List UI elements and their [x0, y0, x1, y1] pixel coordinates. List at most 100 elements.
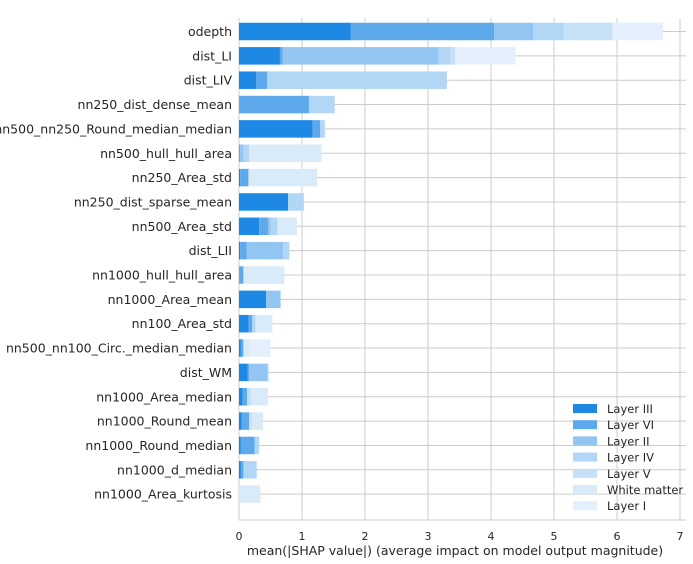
bar-segment — [247, 363, 250, 382]
bar-segment — [239, 144, 241, 162]
bars-layer — [239, 22, 663, 503]
bar-segment — [494, 22, 534, 41]
bar-segment — [259, 217, 268, 236]
y-tick-label: nn1000_d_median — [117, 462, 232, 477]
bar-segment — [249, 339, 271, 357]
y-tick-label: dist_WM — [180, 365, 232, 380]
bar-segment — [240, 436, 255, 455]
bar-segment — [239, 363, 248, 382]
bar-segment — [266, 290, 281, 309]
bar-segment — [308, 95, 335, 114]
bar-segment — [249, 144, 322, 162]
bar-segment — [256, 71, 268, 89]
bar-segment — [239, 47, 280, 65]
y-tick-label: nn500_hull_hull_area — [100, 146, 232, 161]
y-tick-label: nn100_Area_std — [132, 316, 232, 331]
bar-segment — [239, 290, 267, 309]
y-tick-label: odepth — [188, 24, 232, 39]
y-tick-label: nn250_Area_std — [132, 170, 232, 185]
bar-segment — [324, 120, 326, 138]
x-tick-label: 7 — [677, 530, 684, 543]
legend-swatch — [573, 452, 597, 462]
bar-segment — [267, 71, 447, 89]
bar-segment — [255, 314, 273, 333]
legend-label: Layer V — [607, 467, 651, 481]
bar-segment — [267, 217, 271, 236]
bar-segment — [239, 314, 249, 333]
bar-segment — [243, 339, 250, 357]
y-tick-label: nn500_Area_std — [132, 219, 232, 234]
legend-swatch — [573, 436, 597, 446]
bar-segment — [312, 120, 321, 138]
bar-segment — [267, 363, 269, 382]
y-tick-label: nn250_dist_dense_mean — [78, 97, 232, 112]
bar-segment — [533, 22, 564, 41]
bar-segment — [239, 266, 244, 284]
x-tick-label: 5 — [551, 530, 558, 543]
legend-label: Layer IV — [607, 451, 654, 465]
bar-segment — [450, 47, 456, 65]
bar-segment — [243, 144, 250, 162]
y-tick-label: nn1000_Area_median — [96, 389, 232, 404]
legend: Layer III Layer VI Layer II Layer IV Layer V… — [573, 402, 683, 513]
y-tick-label: dist_LII — [189, 243, 232, 258]
y-tick-label: nn1000_Area_kurtosis — [94, 487, 232, 502]
bar-segment — [277, 217, 297, 236]
bar-segment — [438, 47, 451, 65]
x-tick-label: 1 — [299, 530, 306, 543]
bar-segment — [612, 22, 663, 41]
x-tick-label: 6 — [614, 530, 621, 543]
bar-segment — [239, 95, 309, 114]
y-tick-label: nn500_nn100_Circ._median_median — [6, 341, 232, 356]
bar-segment — [254, 436, 260, 455]
bar-segment — [243, 266, 285, 284]
legend-label: White matter — [607, 483, 683, 497]
bar-segment — [239, 436, 241, 455]
bar-segment — [242, 388, 248, 406]
bar-segment — [239, 120, 313, 138]
legend-label: Layer I — [607, 499, 646, 513]
y-tick-label: dist_LI — [192, 48, 232, 63]
x-axis-label: mean(|SHAP value|) (average impact on mo… — [247, 543, 663, 558]
legend-swatch — [573, 404, 597, 413]
bar-segment — [239, 485, 261, 503]
bar-segment — [239, 241, 241, 260]
bar-segment — [240, 168, 249, 187]
y-tick-label: nn1000_Round_mean — [97, 414, 232, 429]
bar-segment — [240, 144, 244, 162]
x-tick-label: 4 — [488, 530, 495, 543]
bar-segment — [240, 339, 244, 357]
y-tick-label: nn500_nn250_Round_median_median — [0, 121, 232, 136]
x-tick-labels: 0 1 2 3 4 5 6 7 — [236, 530, 684, 543]
legend-swatch — [573, 501, 597, 511]
bar-segment — [241, 412, 250, 430]
bar-segment — [283, 241, 290, 260]
legend-swatch — [573, 420, 597, 430]
legend-label: Layer II — [607, 434, 650, 448]
legend-swatch — [573, 485, 597, 494]
bar-segment — [282, 47, 439, 65]
y-tick-labels: odepth dist_LI dist_LIV nn250_dist_dense_me… — [0, 24, 232, 502]
bar-segment — [239, 461, 241, 479]
bar-segment — [248, 314, 253, 333]
bar-segment — [239, 193, 289, 211]
bar-segment — [455, 47, 516, 65]
y-tick-label: nn1000_hull_hull_area — [92, 268, 232, 283]
x-tick-label: 2 — [362, 530, 369, 543]
bar-segment — [239, 412, 242, 430]
bar-segment — [240, 461, 244, 479]
y-tick-label: nn1000_Round_median — [85, 438, 232, 453]
bar-segment — [239, 22, 351, 41]
legend-label: Layer III — [607, 402, 653, 416]
bar-segment — [563, 22, 613, 41]
bar-segment — [320, 120, 325, 138]
x-tick-label: 0 — [236, 530, 243, 543]
bar-segment — [239, 339, 241, 357]
bar-segment — [250, 388, 268, 406]
bar-segment — [239, 388, 243, 406]
bar-segment — [243, 461, 257, 479]
bar-segment — [270, 217, 278, 236]
y-tick-label: dist_LIV — [184, 73, 233, 88]
bar-segment — [246, 241, 284, 260]
